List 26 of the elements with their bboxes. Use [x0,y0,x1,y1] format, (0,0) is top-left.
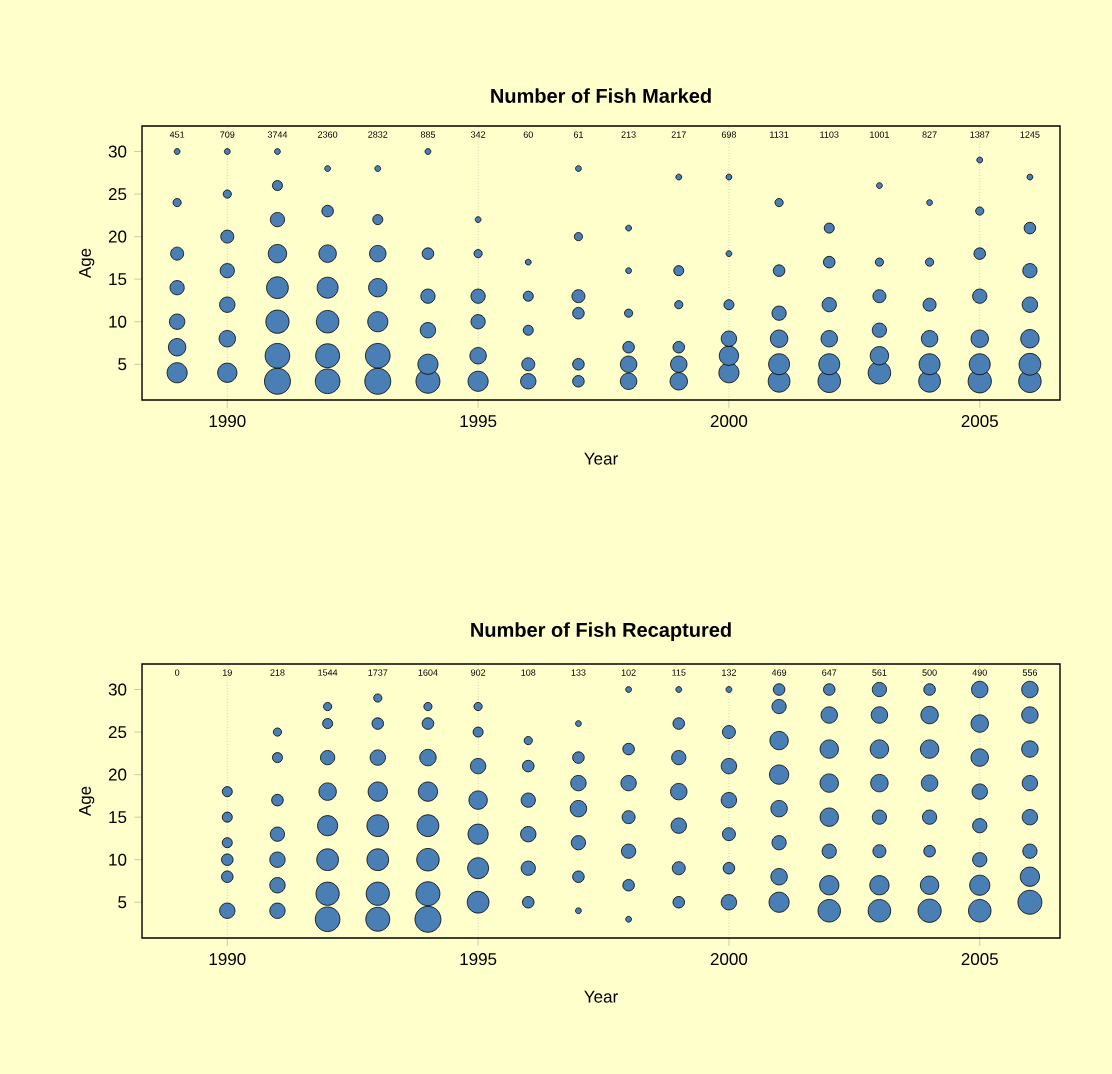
x-tick-label: 2005 [961,415,998,428]
y-axis-title: Age [79,248,95,279]
y-tick-label: 30 [108,145,127,158]
x-tick-label: 1995 [460,415,497,428]
y-tick-label: 30 [108,683,127,696]
x-tick-label: 2000 [710,415,748,428]
y-tick-label: 15 [109,273,127,286]
x-tick-label: 1995 [460,953,497,966]
x-tick-label: 1990 [209,415,246,428]
y-tick-label: 15 [109,811,127,824]
y-tick-label: 5 [118,358,127,371]
y-tick-label: 25 [108,188,127,201]
x-tick-label: 2000 [710,953,748,966]
x-tick-label: 1990 [209,953,246,966]
y-tick-label: 20 [108,768,127,781]
y-tick-label: 5 [118,896,127,909]
y-tick-label: 25 [108,726,127,739]
y-axis-title: Age [79,786,95,817]
chart-title: Number of Fish Recaptured [471,622,731,641]
y-tick-label: 10 [109,315,127,328]
x-tick-label: 2005 [961,953,998,966]
chart-title: Number of Fish Marked [491,88,711,103]
x-axis-title: Year [584,452,618,465]
x-axis-title: Year [584,990,618,1003]
y-tick-label: 10 [109,853,127,866]
y-tick-label: 20 [108,230,127,243]
